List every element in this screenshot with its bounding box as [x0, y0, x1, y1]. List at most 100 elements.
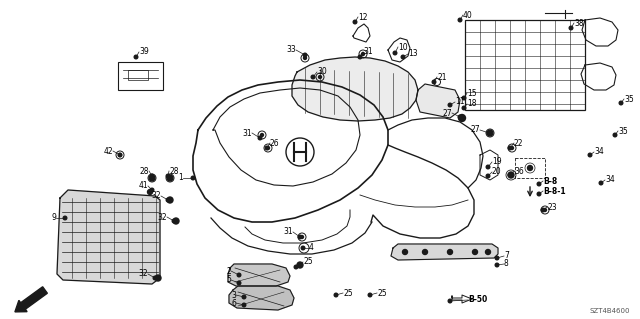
Circle shape — [155, 275, 161, 281]
Circle shape — [527, 166, 532, 170]
Text: 32: 32 — [157, 212, 167, 221]
Circle shape — [508, 146, 512, 150]
Text: 19: 19 — [492, 158, 502, 167]
Text: 22: 22 — [514, 138, 524, 147]
Text: 4: 4 — [309, 243, 314, 253]
Polygon shape — [57, 190, 160, 284]
Circle shape — [432, 80, 436, 84]
Circle shape — [242, 303, 246, 307]
Text: 10: 10 — [398, 42, 408, 51]
Text: 8: 8 — [504, 259, 509, 269]
Bar — [118, 62, 163, 90]
Circle shape — [191, 176, 195, 180]
Circle shape — [63, 216, 67, 220]
Circle shape — [334, 293, 338, 297]
Circle shape — [462, 106, 466, 110]
Circle shape — [422, 249, 428, 255]
Text: 21: 21 — [437, 72, 447, 81]
Polygon shape — [452, 295, 472, 303]
Text: 36: 36 — [514, 167, 524, 175]
Text: B-50: B-50 — [468, 295, 487, 305]
Text: 12: 12 — [358, 12, 367, 21]
Circle shape — [368, 293, 372, 297]
Text: 26: 26 — [270, 138, 280, 147]
Text: 1: 1 — [179, 174, 183, 182]
Text: 35: 35 — [618, 127, 628, 136]
Circle shape — [118, 153, 122, 157]
Circle shape — [486, 174, 490, 178]
Text: 38: 38 — [574, 19, 584, 27]
Circle shape — [486, 249, 490, 255]
Circle shape — [508, 172, 514, 178]
Text: 39: 39 — [139, 48, 148, 56]
Bar — [465, 20, 585, 110]
Circle shape — [172, 219, 176, 223]
Circle shape — [166, 174, 170, 178]
Circle shape — [462, 96, 466, 100]
Text: 40: 40 — [463, 11, 473, 19]
Text: 13: 13 — [408, 49, 418, 58]
Text: 7: 7 — [504, 251, 509, 261]
Circle shape — [134, 55, 138, 59]
Circle shape — [258, 136, 262, 140]
Circle shape — [149, 175, 155, 181]
Text: 30: 30 — [317, 68, 327, 77]
Circle shape — [393, 51, 397, 55]
Text: 5: 5 — [226, 276, 231, 285]
Text: 11: 11 — [455, 98, 465, 107]
Circle shape — [167, 175, 173, 181]
Circle shape — [495, 263, 499, 267]
Circle shape — [495, 256, 499, 260]
Text: 33: 33 — [286, 46, 296, 55]
Text: SZT4B4600: SZT4B4600 — [589, 308, 630, 314]
Text: 35: 35 — [624, 94, 634, 103]
Circle shape — [537, 192, 541, 196]
Circle shape — [147, 189, 152, 195]
Text: 31: 31 — [243, 129, 252, 137]
Circle shape — [173, 218, 179, 224]
Circle shape — [401, 55, 405, 59]
Text: 23: 23 — [547, 203, 557, 211]
Text: 28: 28 — [140, 167, 149, 175]
Text: 3: 3 — [231, 291, 236, 300]
Polygon shape — [228, 264, 290, 286]
Circle shape — [353, 20, 357, 24]
Circle shape — [599, 181, 603, 185]
Text: 27: 27 — [442, 108, 452, 117]
Text: 25: 25 — [343, 288, 353, 298]
Circle shape — [237, 281, 241, 285]
Circle shape — [472, 249, 477, 255]
Circle shape — [448, 299, 452, 303]
Circle shape — [487, 130, 493, 136]
Circle shape — [319, 76, 321, 78]
Text: 20: 20 — [492, 167, 502, 176]
Circle shape — [298, 235, 302, 239]
Text: B-8: B-8 — [543, 176, 557, 186]
Text: 25: 25 — [303, 257, 312, 266]
Circle shape — [303, 56, 307, 60]
Circle shape — [303, 53, 307, 57]
Text: 27: 27 — [470, 125, 480, 135]
Text: 34: 34 — [594, 147, 604, 157]
Circle shape — [458, 18, 462, 22]
Text: 34: 34 — [605, 175, 615, 184]
Circle shape — [458, 115, 465, 122]
Circle shape — [403, 249, 408, 255]
Circle shape — [458, 115, 462, 119]
Circle shape — [511, 146, 513, 150]
Text: 32: 32 — [138, 270, 148, 278]
Circle shape — [118, 153, 122, 157]
Circle shape — [543, 209, 547, 211]
Circle shape — [294, 265, 298, 269]
Circle shape — [537, 182, 541, 186]
Circle shape — [150, 188, 154, 192]
Circle shape — [487, 131, 491, 135]
Circle shape — [541, 208, 545, 212]
Circle shape — [153, 276, 157, 280]
Text: 15: 15 — [467, 88, 477, 98]
Circle shape — [260, 133, 264, 137]
Circle shape — [358, 55, 362, 59]
Text: 6: 6 — [231, 299, 236, 308]
Text: 18: 18 — [467, 100, 477, 108]
Text: 2: 2 — [227, 266, 231, 276]
